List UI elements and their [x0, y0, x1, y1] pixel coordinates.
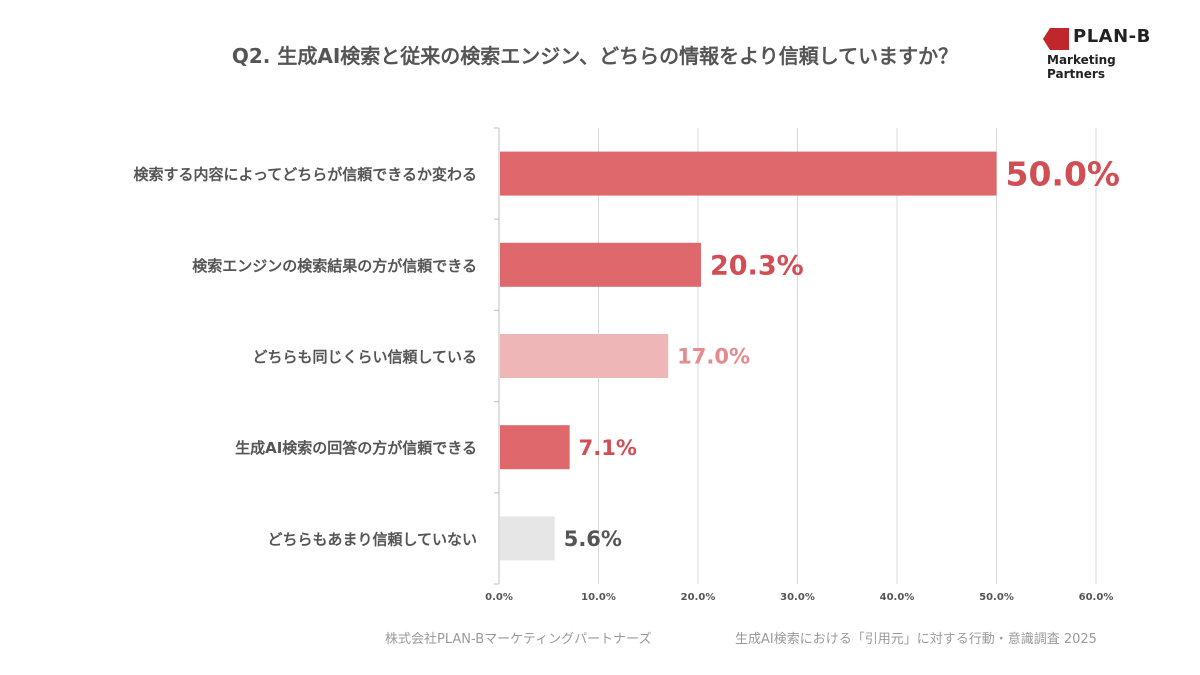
data-label: 5.6% — [564, 527, 622, 551]
company-logo: PLAN-B Marketing Partners — [1040, 26, 1170, 81]
x-tick-label: 20.0% — [681, 592, 716, 603]
x-tick-label: 0.0% — [485, 592, 513, 603]
chart-title: Q2. 生成AI検索と従来の検索エンジン、どちらの情報をより信頼していますか？ — [231, 44, 959, 68]
bar — [500, 425, 570, 470]
logo-sub-text: Marketing Partners — [1047, 53, 1116, 81]
footer-survey: 生成AI検索における「引用元」に対する行動・意識調査 2025 — [735, 632, 1097, 647]
x-tick-label: 60.0% — [1079, 592, 1114, 603]
category-label: 検索エンジンの検索結果の方が信頼できる — [192, 257, 477, 275]
x-tick-label: 40.0% — [880, 592, 915, 603]
x-tick-label: 30.0% — [780, 592, 815, 603]
category-label: 生成AI検索の回答の方が信頼できる — [235, 439, 477, 457]
data-label: 7.1% — [579, 436, 637, 460]
bar — [500, 151, 997, 196]
x-tick-label: 50.0% — [979, 592, 1014, 603]
category-label: どちらも同じくらい信頼している — [252, 348, 477, 366]
data-label: 20.3% — [710, 251, 804, 282]
bar — [500, 334, 669, 378]
data-label: 17.0% — [677, 345, 750, 369]
x-tick-label: 10.0% — [581, 592, 616, 603]
footer-company: 株式会社PLAN-Bマーケティングパートナーズ — [385, 632, 652, 647]
category-label: 検索する内容によってどちらが信頼できるか変わる — [133, 166, 477, 184]
bar — [500, 242, 701, 287]
data-label: 50.0% — [1006, 154, 1121, 193]
logo-mark-icon — [1043, 28, 1069, 50]
logo-brand-text: PLAN-B — [1073, 26, 1151, 47]
bar — [500, 516, 555, 561]
category-label: どちらもあまり信頼していない — [267, 530, 477, 548]
